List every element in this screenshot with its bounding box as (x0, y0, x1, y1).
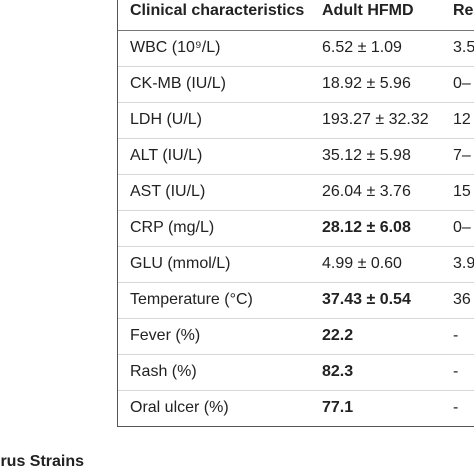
row-value-adult-hfmd: 26.04 ± 3.76 (310, 174, 441, 211)
table-body: WBC (10⁹/L) 6.52 ± 1.09 3.5 CK-MB (IU/L) 18.… (118, 30, 474, 426)
row-value-reference: 0– (441, 210, 474, 247)
row-value-adult-hfmd: 193.27 ± 32.32 (310, 102, 441, 139)
section-caption: irus Strains (0, 453, 85, 470)
table-header-row: Clinical characteristics Adult HFMD Re (118, 0, 474, 31)
table-row: Temperature (°C) 37.43 ± 0.54 36 (118, 282, 474, 319)
row-value-reference: - (441, 354, 474, 391)
table-row: WBC (10⁹/L) 6.52 ± 1.09 3.5 (118, 30, 474, 67)
row-value-reference: 7– (441, 138, 474, 175)
row-label: AST (IU/L) (118, 174, 310, 211)
row-value-reference: 3.5 (441, 30, 474, 67)
row-label: WBC (10⁹/L) (118, 30, 310, 67)
row-label: ALT (IU/L) (118, 138, 310, 175)
header-adult-hfmd: Adult HFMD (310, 0, 441, 31)
clinical-table-frame: Clinical characteristics Adult HFMD Re W… (117, 0, 474, 427)
row-value-adult-hfmd: 22.2 (310, 318, 441, 355)
row-value-adult-hfmd: 77.1 (322, 399, 354, 417)
row-value-reference: 0– (441, 66, 474, 103)
row-value-reference: 36 (441, 282, 474, 319)
row-value-adult-hfmd: 4.99 ± 0.60 (310, 246, 441, 283)
row-value-adult-hfmd: 82.3 (310, 354, 441, 391)
row-value-adult-hfmd: 28.12 ± 6.08 (310, 210, 441, 247)
clinical-characteristics-table: Clinical characteristics Adult HFMD Re W… (118, 0, 474, 426)
row-label: Temperature (°C) (118, 282, 310, 319)
table-row: LDH (U/L) 193.27 ± 32.32 12 (118, 102, 474, 139)
row-value-adult-hfmd: 18.92 ± 5.96 (310, 66, 441, 103)
table-row: Oral ulcer (%) 77.1 - (118, 390, 474, 426)
row-value-reference: - (441, 318, 474, 355)
row-label: CRP (mg/L) (118, 210, 310, 247)
row-value-reference: 3.9 (441, 246, 474, 283)
row-label: GLU (mmol/L) (118, 246, 310, 283)
row-label: Oral ulcer (%) (130, 399, 229, 417)
table-row: Fever (%) 22.2- (118, 318, 474, 355)
row-value-adult-hfmd: 37.43 ± 0.54 (310, 282, 441, 319)
row-value-reference: 12 (441, 102, 474, 139)
row-label: Fever (%) (118, 318, 310, 355)
row-value-reference: 15 (441, 174, 474, 211)
table-row: Rash (%) 82.3- (118, 354, 474, 391)
header-clinical-characteristics: Clinical characteristics (118, 0, 310, 31)
table-row: GLU (mmol/L) 4.99 ± 0.60 3.9 (118, 246, 474, 283)
row-value-adult-hfmd: 35.12 ± 5.98 (310, 138, 441, 175)
row-label: LDH (U/L) (118, 102, 310, 139)
table-row: CRP (mg/L) 28.12 ± 6.08 0– (118, 210, 474, 247)
table-row: AST (IU/L) 26.04 ± 3.76 15 (118, 174, 474, 211)
row-value-reference: - (453, 399, 459, 417)
table-row: ALT (IU/L) 35.12 ± 5.98 7– (118, 138, 474, 175)
row-label: CK-MB (IU/L) (118, 66, 310, 103)
header-reference: Re (441, 0, 474, 31)
row-label: Rash (%) (118, 354, 310, 391)
table-row: CK-MB (IU/L) 18.92 ± 5.96 0– (118, 66, 474, 103)
row-value-adult-hfmd: 6.52 ± 1.09 (310, 30, 441, 67)
